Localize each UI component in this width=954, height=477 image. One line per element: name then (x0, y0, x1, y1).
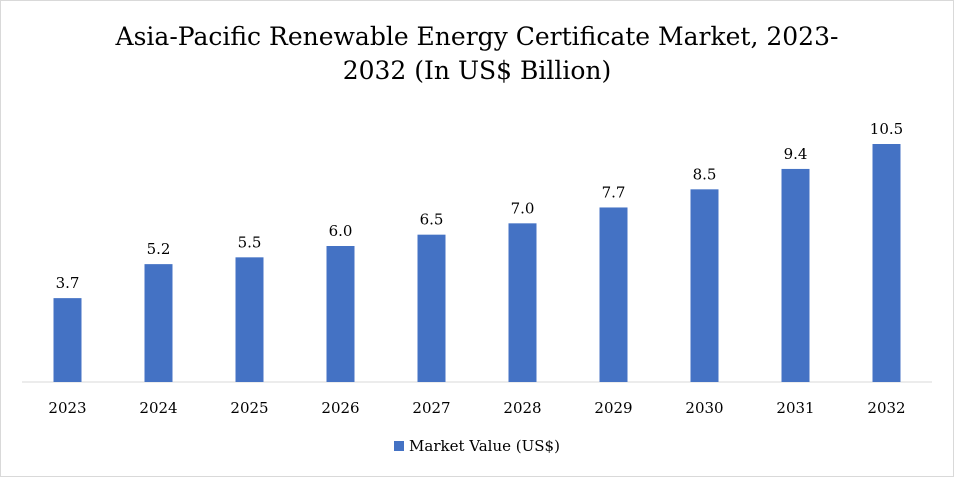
data-label-group: 3.7 5.2 5.5 6.0 6.5 7.0 7.7 8.5 9.4 10.5 (56, 120, 904, 292)
data-label-2024: 5.2 (147, 240, 171, 258)
bar-2032 (872, 144, 901, 382)
data-label-2025: 5.5 (238, 233, 262, 251)
bar-2031 (781, 168, 810, 382)
data-label-2029: 7.7 (602, 183, 626, 201)
data-label-2031: 9.4 (784, 145, 808, 163)
bar-group (53, 144, 901, 382)
chart-title-line-2: 2032 (In US$ Billion) (342, 56, 612, 85)
x-tick-group: 2023 2024 2025 2026 2027 2028 2029 2030 2031 2032 (48, 399, 905, 417)
x-tick-label-2026: 2026 (321, 399, 359, 417)
x-tick-label-2030: 2030 (685, 399, 723, 417)
bar-2025 (235, 257, 264, 382)
x-tick-label-2028: 2028 (503, 399, 541, 417)
x-tick-label-2025: 2025 (230, 399, 268, 417)
bar-2024 (144, 264, 173, 382)
bar-2027 (417, 234, 446, 382)
x-tick-label-2032: 2032 (867, 399, 905, 417)
bar-2023 (53, 298, 82, 382)
x-tick-label-2031: 2031 (776, 399, 814, 417)
bar-2026 (326, 246, 355, 382)
bar-2030 (690, 189, 719, 382)
legend-swatch (394, 440, 405, 451)
data-label-2032: 10.5 (870, 120, 903, 138)
data-label-2028: 7.0 (511, 199, 535, 217)
data-label-2023: 3.7 (56, 274, 80, 292)
data-label-2026: 6.0 (329, 222, 353, 240)
x-tick-label-2024: 2024 (139, 399, 177, 417)
chart-legend: Market Value (US$) (0, 437, 954, 455)
chart-title: Asia-Pacific Renewable Energy Certificat… (0, 20, 954, 88)
bar-2028 (508, 223, 537, 382)
legend-label: Market Value (US$) (409, 437, 560, 455)
x-tick-label-2027: 2027 (412, 399, 450, 417)
bar-2029 (599, 207, 628, 382)
data-label-2030: 8.5 (693, 165, 717, 183)
x-tick-label-2029: 2029 (594, 399, 632, 417)
data-label-2027: 6.5 (420, 211, 444, 229)
x-tick-label-2023: 2023 (48, 399, 86, 417)
chart-title-line-1: Asia-Pacific Renewable Energy Certificat… (115, 22, 839, 51)
